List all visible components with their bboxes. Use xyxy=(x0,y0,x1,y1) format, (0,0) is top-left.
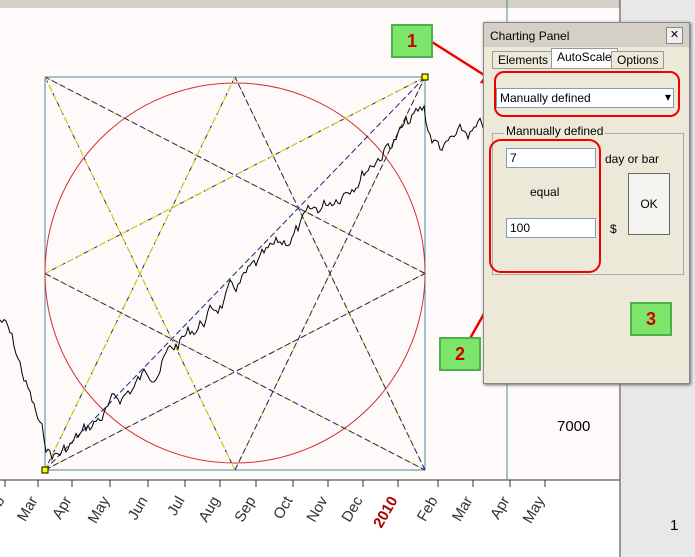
x-tick-label: Feb xyxy=(0,494,8,525)
highlight xyxy=(489,139,601,273)
star-line xyxy=(44,76,426,274)
price-input[interactable]: 100 xyxy=(506,218,596,238)
x-tick-label: Apr xyxy=(487,493,513,522)
highlight xyxy=(494,71,680,117)
x-tick-label: Mar xyxy=(449,494,477,525)
x-tick-label: May xyxy=(520,493,549,526)
star-line xyxy=(44,76,236,471)
period-unit: day or bar xyxy=(605,152,660,166)
x-tick-label: Nov xyxy=(303,493,331,525)
x-tick-label: Dec xyxy=(338,493,366,525)
star-line xyxy=(44,273,426,471)
ok-button[interactable]: OK xyxy=(628,173,670,235)
dropdown[interactable]: Manually defined ▾ xyxy=(496,88,674,108)
tab[interactable]: Elements xyxy=(492,51,555,69)
callout: 2 xyxy=(439,337,481,371)
price-label: 7000 xyxy=(557,418,590,435)
handle xyxy=(421,73,429,81)
tab[interactable]: AutoScale xyxy=(551,48,618,69)
x-tick-label: Mar xyxy=(14,494,42,525)
group-title: Mannually defined xyxy=(504,124,606,138)
equal-label: equal xyxy=(530,185,560,199)
handle xyxy=(41,466,49,474)
x-tick-label: May xyxy=(85,493,114,526)
star-line xyxy=(44,273,426,471)
x-tick-label: Jun xyxy=(125,494,152,523)
price-line xyxy=(0,104,489,462)
tab[interactable]: Options xyxy=(611,51,665,69)
x-tick-label: 2010 xyxy=(370,494,401,531)
callout: 3 xyxy=(630,302,672,336)
toolbar xyxy=(0,0,620,8)
x-tick-label: Jul xyxy=(164,494,188,519)
sidebar-counter: 1 xyxy=(670,517,678,534)
close-button[interactable]: ✕ xyxy=(666,27,683,44)
x-tick-label: Sep xyxy=(231,494,259,526)
panel-title: Charting Panel xyxy=(484,23,689,47)
x-tick-label: Oct xyxy=(270,493,297,522)
charting-panel: Charting Panel ✕ Elements AutoScale Opti… xyxy=(483,22,690,384)
x-tick-label: Apr xyxy=(49,493,75,522)
callout: 1 xyxy=(391,24,433,58)
x-tick-label: Aug xyxy=(195,494,223,526)
star-line xyxy=(44,76,426,274)
period-input[interactable]: 7 xyxy=(506,148,596,168)
price-unit: $ xyxy=(610,222,617,236)
dropdown-value: Manually defined xyxy=(500,91,591,105)
x-tick-label: Feb xyxy=(414,494,442,525)
